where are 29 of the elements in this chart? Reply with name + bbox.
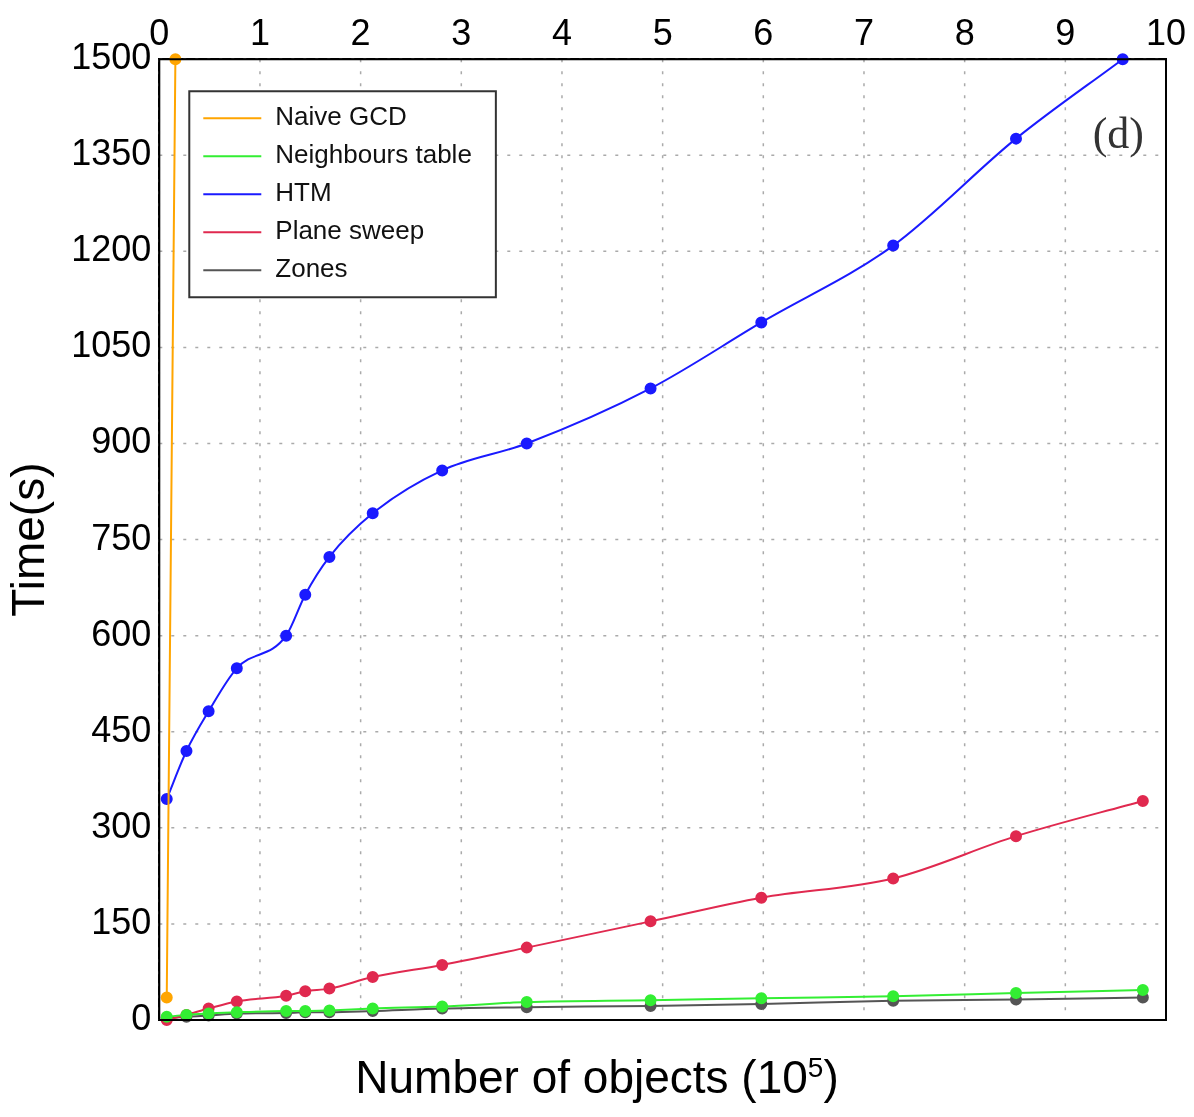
y-tick-label: 150: [91, 900, 152, 942]
y-tick-label: 1050: [71, 324, 152, 366]
x-tick-label: 1: [249, 11, 270, 53]
y-tick-label: 750: [91, 516, 152, 558]
legend-label: Plane sweep: [275, 215, 425, 246]
x-tick-label: 9: [1055, 11, 1076, 53]
annotation: (d): [1092, 108, 1144, 158]
y-tick-label: 300: [91, 804, 152, 846]
y-axis-title: Time(s): [2, 462, 55, 617]
y-tick-label: 900: [91, 420, 152, 462]
y-tick-label: 1350: [71, 132, 152, 174]
x-axis-title: Number of objects (10$^{5}$): [354, 1050, 840, 1104]
y-tick-label: 450: [91, 708, 152, 750]
y-tick-label: 0: [131, 996, 152, 1038]
x-tick-label: 3: [451, 11, 472, 53]
y-tick-label: 600: [91, 612, 152, 654]
legend-label: HTM: [275, 177, 332, 208]
x-tick-label: 5: [652, 11, 673, 53]
legend-label: Naive GCD: [275, 101, 407, 132]
legend-label: Zones: [275, 253, 348, 284]
x-tick-label: 7: [853, 11, 874, 53]
x-tick-label: 4: [551, 11, 572, 53]
x-tick-label: 10: [1145, 11, 1187, 53]
x-tick-label: 6: [753, 11, 774, 53]
x-tick-label: 8: [954, 11, 975, 53]
y-tick-label: 1200: [71, 228, 152, 270]
y-tick-label: 1500: [71, 36, 152, 78]
legend-label: Neighbours table: [275, 139, 472, 170]
x-tick-label: 2: [350, 11, 371, 53]
